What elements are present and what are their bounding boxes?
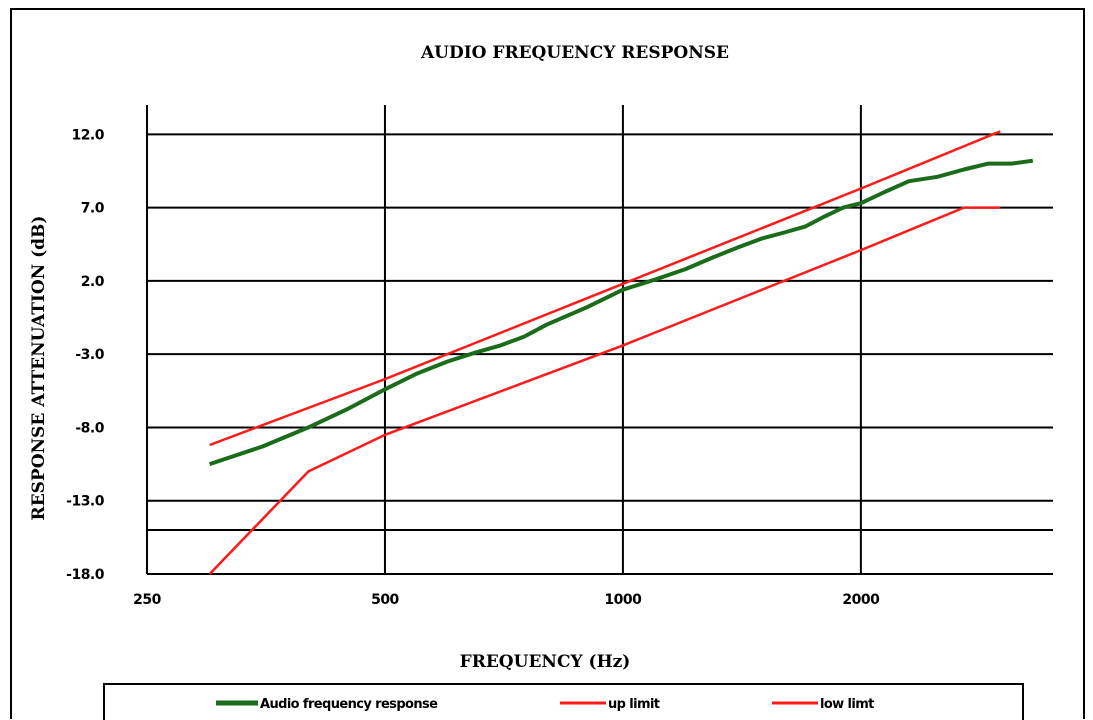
x-tick-label: 2000 — [842, 592, 880, 608]
x-tick-label: 500 — [371, 592, 399, 608]
y-tick-label: 2.0 — [81, 274, 105, 290]
y-tick-label: -13.0 — [66, 494, 105, 510]
x-tick-label: 250 — [133, 592, 161, 608]
series-line-up-limit — [209, 130, 1001, 447]
y-tick-label: 7.0 — [81, 201, 105, 217]
y-tick-label: -8.0 — [75, 420, 104, 436]
series-layer — [208, 130, 1034, 575]
chart-title: AUDIO FREQUENCY RESPONSE — [420, 43, 729, 63]
y-tick-label: 12.0 — [71, 127, 104, 143]
x-axis-label: FREQUENCY (Hz) — [460, 652, 631, 672]
legend-label: Audio frequency response — [260, 697, 438, 712]
y-tick-label: -3.0 — [75, 347, 104, 363]
series-line-audio-frequency-response — [208, 158, 1034, 466]
tick-layer: -18.0 -13.0 -8.0 -3.0 2.0 7.0 12.0 250 500 1000 20… — [66, 127, 880, 608]
legend: Audio frequency response up limit low limt — [103, 683, 1024, 720]
series-line-low-limt — [208, 206, 1001, 575]
chart-frame — [10, 8, 1085, 719]
y-tick-label: -18.0 — [66, 567, 105, 583]
legend-label: up limit — [608, 697, 660, 712]
y-axis-label: RESPONSE ATTENUATION (dB) — [29, 216, 49, 521]
x-tick-label: 1000 — [604, 592, 642, 608]
grid-layer — [146, 105, 1053, 575]
legend-label: low limt — [820, 697, 874, 712]
